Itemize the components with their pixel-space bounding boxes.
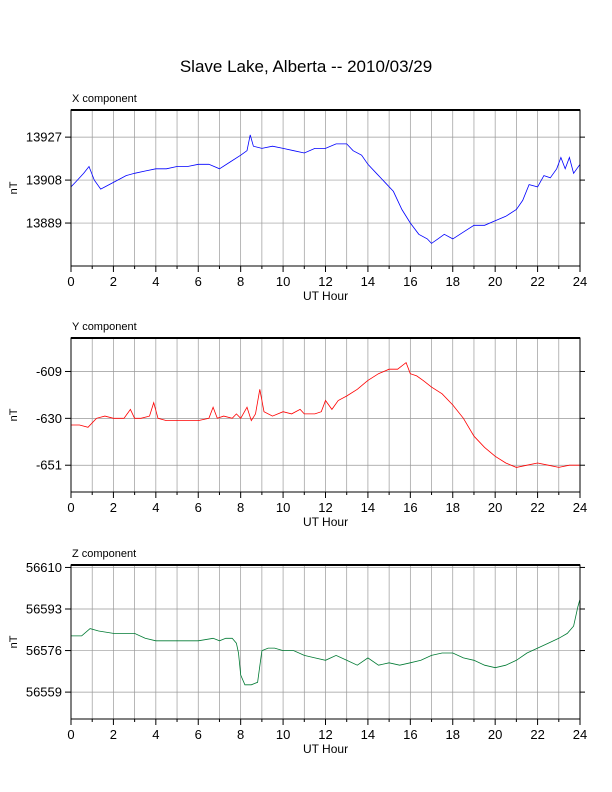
series-line [70,134,581,244]
series-line [71,599,581,686]
series-line [71,361,580,468]
x-tick-label: 10 [276,274,290,289]
y-tick-label: -651 [36,458,62,473]
x-tick-label: 22 [530,500,544,515]
x-tick-label: 20 [488,274,502,289]
y-tick-label: 56576 [26,643,62,658]
x-tick-label: 24 [573,727,587,742]
x-tick-label: 8 [237,727,244,742]
y-tick-label: 56593 [26,602,62,617]
y-axis-label: nT [8,635,20,648]
panel-title: Y component [72,321,137,333]
x-tick-label: 20 [488,727,502,742]
x-tick-label: 4 [152,500,159,515]
y-tick-label: -609 [36,364,62,379]
x-tick-label: 18 [446,500,460,515]
x-tick-label: 16 [403,274,417,289]
x-tick-label: 0 [67,274,74,289]
y-tick-label: 13927 [26,130,62,145]
x-tick-label: 8 [237,274,244,289]
page-title: Slave Lake, Alberta -- 2010/03/29 [179,57,433,76]
x-tick-label: 14 [361,274,375,289]
x-tick-label: 16 [403,500,417,515]
x-tick-label: 22 [530,727,544,742]
x-tick-label: 10 [276,500,290,515]
x-tick-label: 6 [195,274,202,289]
x-tick-label: 10 [276,727,290,742]
x-tick-label: 0 [67,727,74,742]
x-tick-label: 4 [152,727,159,742]
x-tick-label: 18 [446,274,460,289]
x-axis-label: UT Hour [303,289,348,303]
x-tick-label: 16 [403,727,417,742]
x-tick-label: 2 [110,274,117,289]
y-tick-label: 13908 [26,173,62,188]
x-tick-label: 12 [318,727,332,742]
x-tick-label: 14 [361,727,375,742]
x-tick-label: 12 [318,500,332,515]
x-tick-label: 14 [361,500,375,515]
x-tick-label: 4 [152,274,159,289]
panel-title: Z component [72,548,136,560]
y-axis-label: nT [8,408,20,421]
y-tick-label: 56610 [26,560,62,575]
x-tick-label: 2 [110,500,117,515]
x-axis-label: UT Hour [303,515,348,529]
x-tick-label: 8 [237,500,244,515]
x-tick-label: 6 [195,500,202,515]
y-tick-label: 56559 [26,685,62,700]
x-tick-label: 2 [110,727,117,742]
y-axis-label: nT [8,181,20,194]
y-tick-label: -630 [36,411,62,426]
y-tick-label: 13889 [26,216,62,231]
x-tick-label: 24 [573,274,587,289]
x-tick-label: 6 [195,727,202,742]
x-tick-label: 18 [446,727,460,742]
panel-title: X component [72,93,137,105]
x-tick-label: 20 [488,500,502,515]
x-axis-label: UT Hour [303,742,348,756]
x-tick-label: 22 [530,274,544,289]
x-tick-label: 12 [318,274,332,289]
x-tick-label: 0 [67,500,74,515]
x-tick-label: 24 [573,500,587,515]
